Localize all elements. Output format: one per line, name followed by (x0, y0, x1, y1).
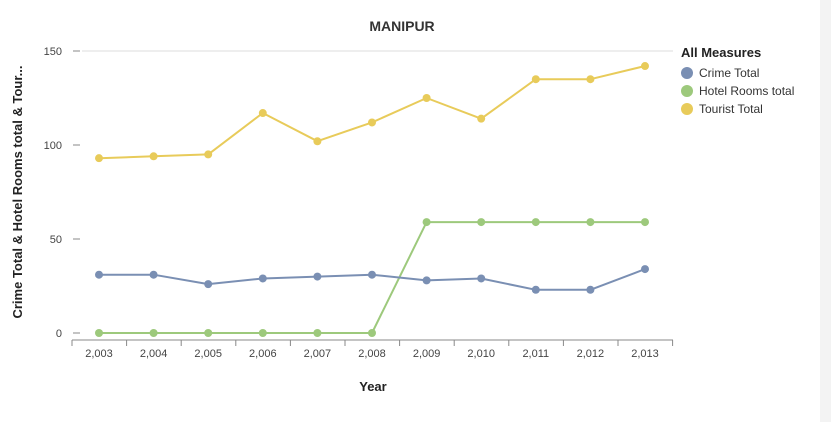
data-point-tourist-total[interactable] (95, 154, 103, 163)
legend-label: Tourist Total (699, 102, 763, 116)
x-tick-label: 2,006 (249, 348, 277, 360)
data-point-crime-total[interactable] (149, 270, 158, 279)
data-point-tourist-total[interactable] (531, 75, 540, 84)
data-point-hotel-rooms-total[interactable] (422, 218, 431, 227)
data-point-hotel-rooms-total[interactable] (368, 329, 376, 337)
data-point-hotel-rooms-total[interactable] (641, 218, 649, 227)
data-point-crime-total[interactable] (477, 274, 486, 283)
data-point-hotel-rooms-total[interactable] (95, 329, 103, 337)
data-point-crime-total[interactable] (531, 285, 540, 294)
data-point-hotel-rooms-total[interactable] (258, 329, 267, 337)
x-tick-label: 2,010 (467, 348, 495, 360)
legend: All Measures Crime Total Hotel Rooms tota… (681, 45, 794, 116)
x-axis-title: Year (359, 379, 386, 394)
data-point-hotel-rooms-total[interactable] (204, 329, 213, 337)
data-point-tourist-total[interactable] (313, 137, 322, 146)
data-point-crime-total[interactable] (258, 274, 267, 283)
chart-title: MANIPUR (369, 18, 434, 34)
data-point-crime-total[interactable] (204, 280, 213, 289)
data-point-crime-total[interactable] (95, 270, 103, 279)
x-tick-label: 2,003 (85, 348, 113, 360)
axis-layer: 0 50 100 150 2,003 2,004 2,005 2,006 2,007 2,008 2… (44, 46, 674, 360)
data-point-crime-total[interactable] (313, 272, 322, 281)
data-point-tourist-total[interactable] (641, 62, 649, 71)
x-tick-label: 2,011 (522, 348, 549, 360)
data-point-hotel-rooms-total[interactable] (531, 218, 540, 227)
data-point-crime-total[interactable] (368, 270, 376, 279)
x-tick-label: 2,008 (358, 348, 386, 360)
data-point-tourist-total[interactable] (477, 114, 486, 123)
data-point-hotel-rooms-total[interactable] (149, 329, 158, 337)
data-point-tourist-total[interactable] (368, 118, 376, 127)
data-point-crime-total[interactable] (586, 285, 595, 294)
data-point-crime-total[interactable] (641, 265, 649, 274)
x-tick-label: 2,007 (304, 348, 332, 360)
scrollbar-track[interactable] (820, 0, 831, 422)
x-tick-label: 2,005 (194, 348, 222, 360)
legend-label: Crime Total (699, 66, 759, 80)
data-point-tourist-total[interactable] (422, 94, 431, 102)
legend-swatch (681, 103, 693, 115)
data-point-hotel-rooms-total[interactable] (586, 218, 595, 227)
y-tick-label: 150 (44, 46, 62, 58)
x-tick-label: 2,012 (577, 348, 605, 360)
legend-swatch (681, 85, 693, 97)
legend-title: All Measures (681, 45, 761, 60)
y-tick-label: 100 (44, 140, 62, 152)
series-line-tourist-total (98, 65, 646, 160)
series-layer (95, 62, 649, 337)
data-point-tourist-total[interactable] (149, 152, 158, 161)
data-point-hotel-rooms-total[interactable] (313, 329, 322, 337)
data-point-tourist-total[interactable] (258, 109, 267, 118)
data-point-tourist-total[interactable] (586, 75, 595, 84)
legend-label: Hotel Rooms total (699, 84, 794, 98)
data-point-tourist-total[interactable] (204, 150, 213, 159)
legend-swatch (681, 67, 693, 79)
data-point-hotel-rooms-total[interactable] (477, 218, 486, 227)
data-point-crime-total[interactable] (422, 276, 431, 285)
legend-items: Crime Total Hotel Rooms total Tourist Tota… (681, 66, 794, 116)
y-tick-label: 0 (56, 328, 62, 340)
x-tick-label: 2,004 (140, 348, 168, 360)
y-axis-title: Crime Total & Hotel Rooms total & Tour..… (10, 65, 25, 318)
x-tick-label: 2,009 (413, 348, 441, 360)
x-tick-label: 2,013 (631, 348, 659, 360)
y-tick-label: 50 (50, 234, 62, 246)
